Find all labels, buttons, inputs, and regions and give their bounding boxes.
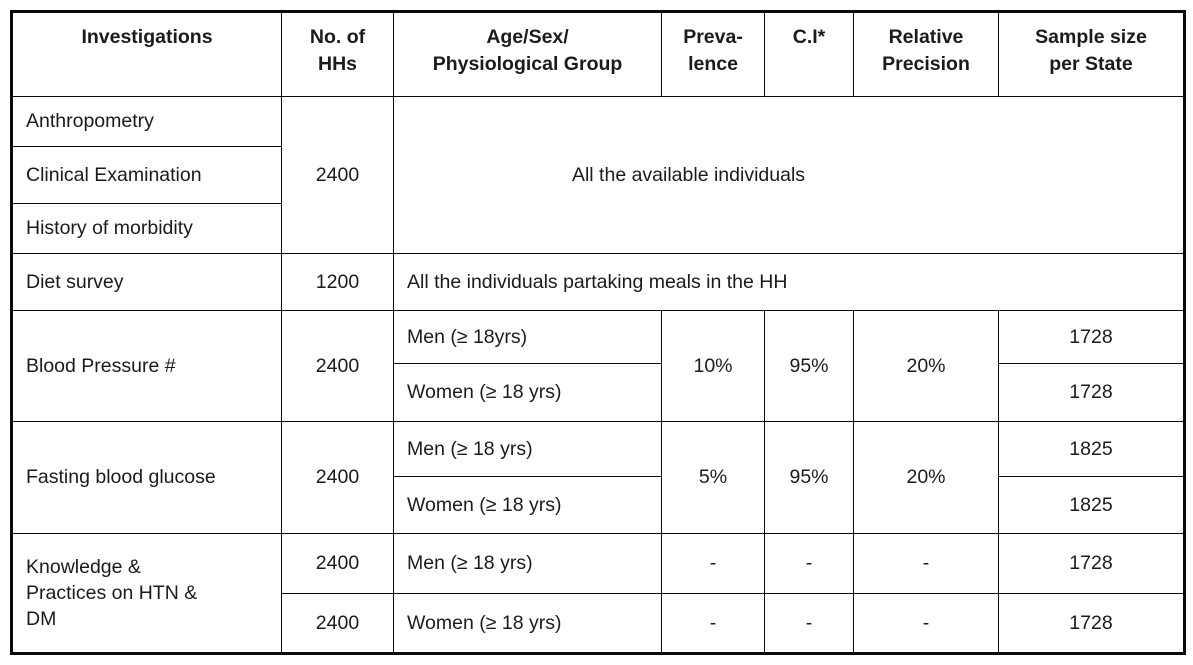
row-fasting-glucose-men: Fasting blood glucose 2400 Men (≥ 18 yrs… [11, 421, 1185, 534]
cell-kp-prevalence-men: - [661, 533, 765, 594]
row-knowledge-practices-women: 2400 Women (≥ 18 yrs) - - - 1728 [12, 593, 1185, 654]
study-investigations-table: Investigations No. of HHs Age/Sex/ Physi… [10, 10, 1186, 655]
header-prevalence: Preva- lence [661, 11, 765, 97]
cell-fbg-women: Women (≥ 18 yrs) [393, 476, 662, 534]
cell-kp-hhs-men: 2400 [281, 533, 394, 594]
row-history-of-morbidity: History of morbidity [11, 203, 1185, 254]
cell-kp-sample-men: 1728 [998, 533, 1185, 594]
header-ci: C.I* [764, 11, 854, 97]
row-knowledge-practices-men: Knowledge & Practices on HTN & DM 2400 M… [11, 533, 1185, 654]
table-container: Investigations No. of HHs Age/Sex/ Physi… [10, 10, 1186, 655]
header-row: Investigations No. of HHs Age/Sex/ Physi… [11, 11, 1185, 97]
cell-fbg-prevalence: 5% [661, 421, 765, 534]
cell-kp-ci-men: - [764, 533, 854, 594]
cell-bp-ci: 95% [764, 310, 854, 422]
cell-kp-ci-women: - [764, 593, 854, 654]
cell-fbg-sample-men: 1825 [998, 421, 1185, 477]
cell-kp-label: Knowledge & Practices on HTN & DM [11, 533, 282, 654]
header-no-of-hhs: No. of HHs [281, 11, 394, 97]
cell-anthropometry: Anthropometry [11, 96, 282, 147]
cell-bp-men: Men (≥ 18yrs) [393, 310, 662, 364]
cell-bp-label: Blood Pressure # [11, 310, 282, 422]
cell-diet-group: All the individuals partaking meals in t… [393, 253, 1185, 311]
cell-bp-hhs: 2400 [281, 310, 394, 422]
row-fasting-glucose-women: Women (≥ 18 yrs) 1825 [12, 476, 1185, 534]
cell-fbg-men: Men (≥ 18 yrs) [393, 421, 662, 477]
cell-kp-prevalence-women: - [661, 593, 765, 654]
cell-fbg-label: Fasting blood glucose [11, 421, 282, 534]
cell-kp-women: Women (≥ 18 yrs) [393, 593, 662, 654]
cell-history-of-morbidity: History of morbidity [11, 203, 282, 254]
row-blood-pressure-men: Blood Pressure # 2400 Men (≥ 18yrs) 10% … [11, 310, 1185, 422]
cell-bp-sample-men: 1728 [998, 310, 1185, 364]
cell-fbg-hhs: 2400 [281, 421, 394, 534]
cell-bp-relative-precision: 20% [853, 310, 999, 422]
cell-fbg-sample-women: 1825 [998, 476, 1185, 534]
cell-bp-women: Women (≥ 18 yrs) [393, 363, 662, 422]
cell-fbg-ci: 95% [764, 421, 854, 534]
row-diet-survey: Diet survey 1200 All the individuals par… [11, 253, 1185, 311]
header-age-sex-group: Age/Sex/ Physiological Group [393, 11, 662, 97]
row-anthropometry: Anthropometry 2400 All the available ind… [11, 96, 1185, 254]
row-clinical-examination: Clinical Examination [11, 146, 1185, 204]
header-relative-precision: Relative Precision [853, 11, 999, 97]
cell-combined-group: All the available individuals [393, 96, 1185, 254]
cell-kp-men: Men (≥ 18 yrs) [393, 533, 662, 594]
cell-bp-prevalence: 10% [661, 310, 765, 422]
cell-kp-relative-precision-women: - [853, 593, 999, 654]
cell-combined-hhs: 2400 [281, 96, 394, 254]
cell-diet-hhs: 1200 [281, 253, 394, 311]
cell-kp-hhs-women: 2400 [281, 593, 394, 654]
cell-kp-sample-women: 1728 [998, 593, 1185, 654]
cell-kp-relative-precision-men: - [853, 533, 999, 594]
cell-diet-label: Diet survey [11, 253, 282, 311]
header-investigations: Investigations [11, 11, 282, 97]
cell-fbg-relative-precision: 20% [853, 421, 999, 534]
cell-clinical-examination: Clinical Examination [11, 146, 282, 204]
cell-bp-sample-women: 1728 [998, 363, 1185, 422]
header-sample-size: Sample size per State [998, 11, 1185, 97]
